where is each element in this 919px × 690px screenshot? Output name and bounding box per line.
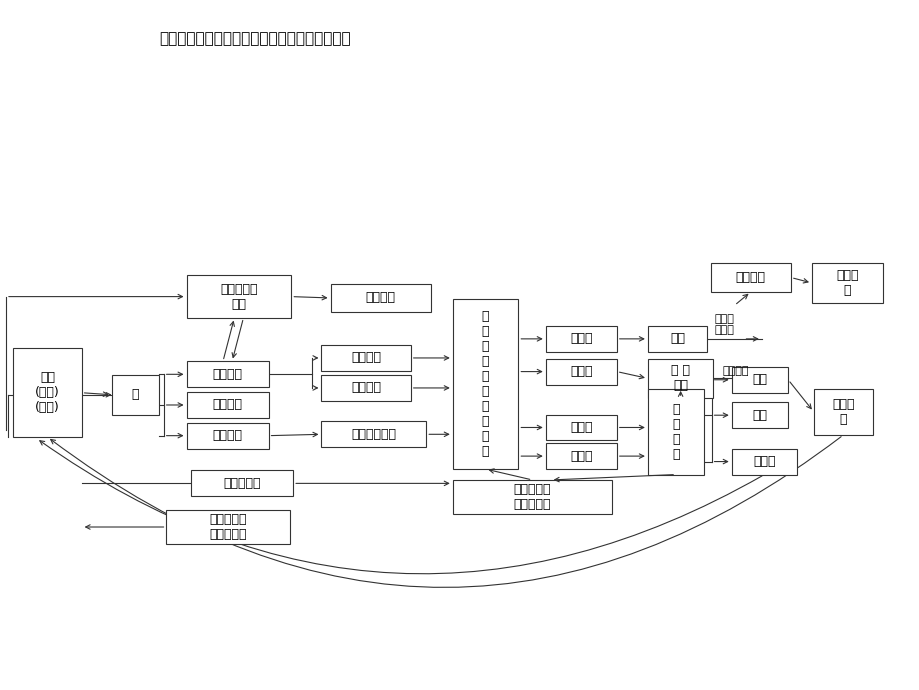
- Text: 对人大负责
受人大监督: 对人大负责 受人大监督: [513, 483, 550, 511]
- Text: 检察院: 检察院: [753, 455, 775, 468]
- Text: 大政方针: 大政方针: [351, 382, 380, 395]
- FancyBboxPatch shape: [811, 263, 882, 303]
- Text: 思想领导: 思想领导: [212, 399, 243, 411]
- Text: 政治领导: 政治领导: [212, 368, 243, 381]
- Text: 一
府
两
院: 一 府 两 院: [672, 403, 679, 461]
- FancyBboxPatch shape: [545, 359, 616, 384]
- FancyBboxPatch shape: [545, 443, 616, 469]
- FancyBboxPatch shape: [647, 389, 704, 475]
- FancyBboxPatch shape: [187, 392, 268, 418]
- FancyBboxPatch shape: [731, 402, 788, 428]
- Text: 对人民负责
受人民监督: 对人民负责 受人民监督: [209, 513, 246, 541]
- Text: 推荐重要干部: 推荐重要干部: [351, 428, 396, 441]
- Text: 政府: 政府: [752, 373, 766, 386]
- Text: 重 大
决定: 重 大 决定: [670, 364, 689, 393]
- Text: 法律: 法律: [669, 333, 684, 346]
- FancyBboxPatch shape: [321, 345, 410, 371]
- FancyBboxPatch shape: [647, 359, 712, 398]
- FancyBboxPatch shape: [545, 415, 616, 440]
- Text: 国体、政体、政党、国家机构、国家职能关系图: 国体、政体、政党、国家机构、国家职能关系图: [159, 32, 350, 46]
- FancyBboxPatch shape: [731, 448, 797, 475]
- Text: 选举、监督: 选举、监督: [223, 477, 261, 490]
- Text: 立法建议: 立法建议: [351, 351, 380, 364]
- Text: 国家职
能: 国家职 能: [831, 398, 854, 426]
- Text: 政协、民主
党派: 政协、民主 党派: [220, 283, 257, 310]
- Text: 监督权: 监督权: [570, 450, 592, 462]
- Text: 参政议政: 参政议政: [365, 291, 395, 304]
- FancyBboxPatch shape: [187, 275, 291, 317]
- Text: 贯彻实施: 贯彻实施: [721, 366, 748, 375]
- FancyBboxPatch shape: [187, 423, 268, 448]
- Text: 国
家
权
力
机
关
（
人
大
）: 国 家 权 力 机 关 （ 人 大 ）: [482, 310, 489, 458]
- FancyBboxPatch shape: [13, 348, 82, 437]
- Text: 党: 党: [131, 388, 139, 402]
- Text: 依法治国: 依法治国: [735, 271, 765, 284]
- Text: 立法权: 立法权: [570, 333, 592, 346]
- FancyBboxPatch shape: [191, 471, 293, 496]
- FancyBboxPatch shape: [731, 367, 788, 393]
- FancyBboxPatch shape: [647, 326, 707, 352]
- Text: 依法执
政: 依法执 政: [835, 269, 857, 297]
- FancyBboxPatch shape: [321, 375, 410, 401]
- Text: 制度化
法律化: 制度化 法律化: [713, 314, 733, 335]
- Text: 人民
(权力)
(国体): 人民 (权力) (国体): [35, 371, 60, 414]
- FancyBboxPatch shape: [710, 263, 790, 292]
- FancyBboxPatch shape: [545, 326, 616, 352]
- FancyBboxPatch shape: [111, 375, 159, 415]
- FancyBboxPatch shape: [330, 284, 430, 313]
- Text: 决定权: 决定权: [570, 365, 592, 378]
- FancyBboxPatch shape: [452, 299, 517, 469]
- FancyBboxPatch shape: [321, 422, 425, 447]
- FancyBboxPatch shape: [452, 480, 611, 514]
- Text: 组织领导: 组织领导: [212, 429, 243, 442]
- Text: 法院: 法院: [752, 408, 766, 422]
- FancyBboxPatch shape: [187, 362, 268, 387]
- FancyBboxPatch shape: [166, 510, 289, 544]
- FancyBboxPatch shape: [812, 388, 872, 435]
- Text: 任免权: 任免权: [570, 421, 592, 434]
